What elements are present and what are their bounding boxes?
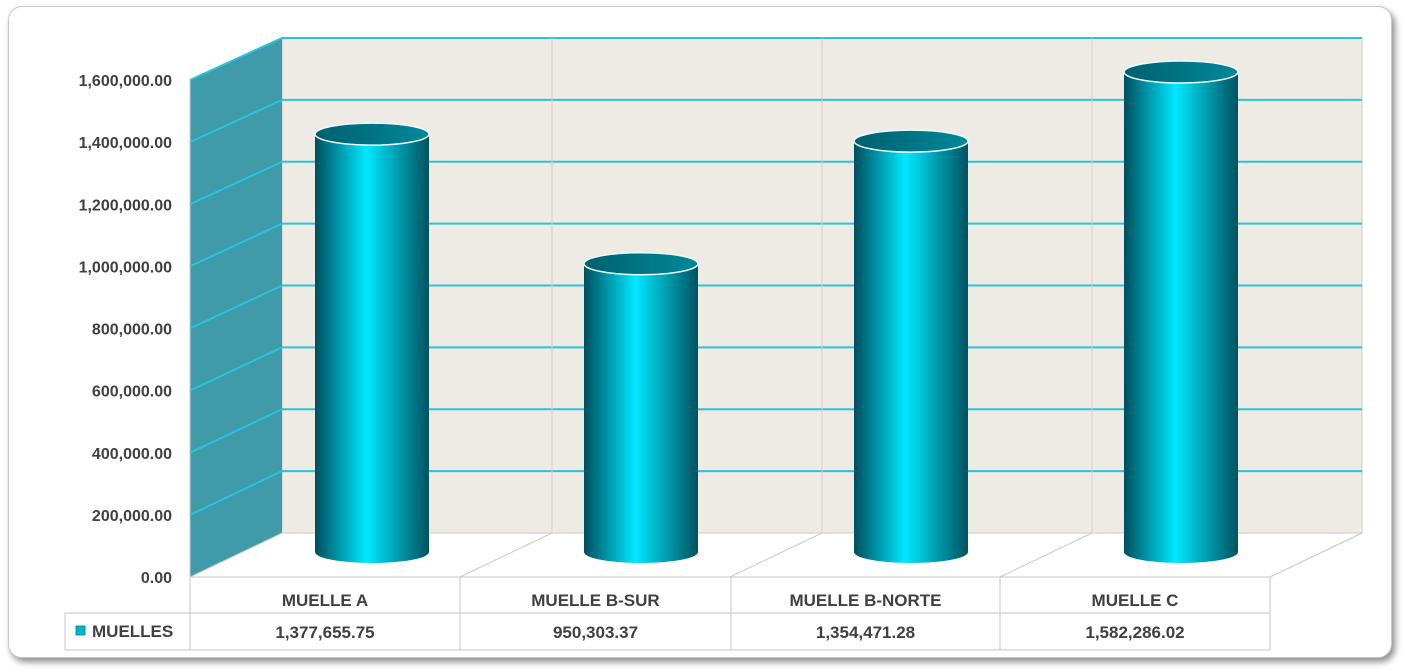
bar-top xyxy=(314,122,430,146)
value-label: 1,582,286.02 xyxy=(1085,623,1184,642)
y-tick-label: 1,000,000.00 xyxy=(79,259,173,276)
y-axis-ticks: 0.00 200,000.00 400,000.00 600,000.00 800,00… xyxy=(79,73,173,587)
data-table-grid xyxy=(64,576,1271,651)
floor-divider xyxy=(459,532,553,578)
category-label: MUELLE C xyxy=(1092,591,1179,610)
legend: MUELLES xyxy=(75,622,173,641)
bar-body xyxy=(1124,72,1238,563)
gridline-side xyxy=(189,98,283,144)
bar xyxy=(314,122,430,563)
y-tick-label: 800,000.00 xyxy=(92,322,172,339)
category-label: MUELLE A xyxy=(282,591,368,610)
legend-swatch xyxy=(75,625,86,636)
gridline-side xyxy=(189,470,283,516)
gridline-side xyxy=(189,346,283,392)
value-label: 950,303.37 xyxy=(553,623,638,642)
floor-divider xyxy=(999,532,1093,578)
bar-top xyxy=(583,251,699,276)
y-tick-label: 1,200,000.00 xyxy=(79,197,173,214)
bar-top xyxy=(1123,60,1239,84)
bars xyxy=(314,60,1239,563)
y-tick-label: 1,600,000.00 xyxy=(79,73,173,90)
y-tick-label: 0.00 xyxy=(141,570,172,587)
gridline-side xyxy=(189,160,283,206)
bar xyxy=(583,251,699,563)
bar-body xyxy=(584,263,698,563)
bar-body xyxy=(315,134,429,563)
legend-label: MUELLES xyxy=(92,622,173,641)
bar-body xyxy=(854,141,968,563)
gridline-side xyxy=(189,408,283,454)
bar xyxy=(853,129,969,563)
y-tick-label: 600,000.00 xyxy=(92,384,172,401)
category-labels: MUELLE A MUELLE B-SUR MUELLE B-NORTE MUELLE… xyxy=(282,591,1179,610)
bar-top xyxy=(853,129,969,153)
bar xyxy=(1123,60,1239,563)
value-labels: 1,377,655.75 950,303.37 1,354,471.28 1,582,… xyxy=(275,623,1184,642)
gridline-side xyxy=(189,37,283,81)
data-table: MUELLES MUELLE A MUELLE B-SUR MUELLE B-NOR… xyxy=(64,576,1271,651)
value-label: 1,377,655.75 xyxy=(275,623,374,642)
y-tick-label: 1,400,000.00 xyxy=(79,135,173,152)
y-tick-label: 200,000.00 xyxy=(92,508,172,525)
category-label: MUELLE B-SUR xyxy=(531,591,659,610)
category-label: MUELLE B-NORTE xyxy=(789,591,941,610)
floor-edge xyxy=(1269,532,1363,578)
gridline-side xyxy=(189,222,283,268)
value-label: 1,354,471.28 xyxy=(816,623,915,642)
y-tick-label: 400,000.00 xyxy=(92,446,172,463)
floor-divider xyxy=(729,532,823,578)
gridline-side xyxy=(189,284,283,330)
